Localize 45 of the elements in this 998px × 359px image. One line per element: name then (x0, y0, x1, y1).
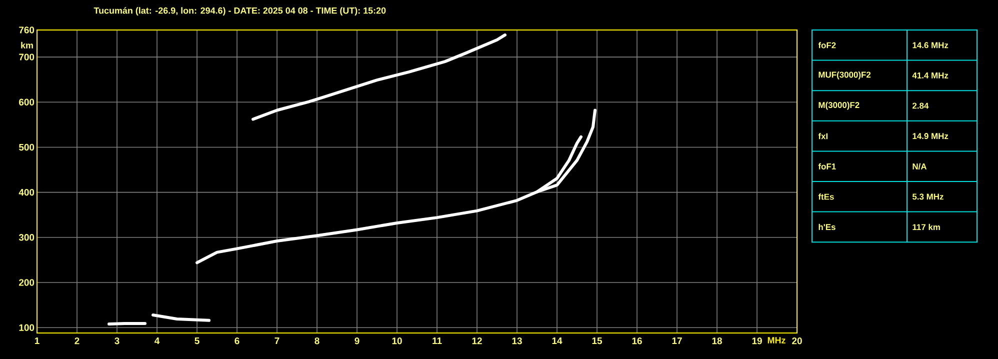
text: 41.4 MHz (912, 72, 948, 78)
x-tick-label: 16 (632, 338, 642, 344)
text: fxI (818, 132, 828, 140)
chart-title: Tucumán (lat: -26.9, lon: 294.6) - DATE: 2025 04 08 - TIME (UT): 15:20 (94, 7, 386, 16)
y-tick-label: 500 (18, 144, 34, 151)
x-tick-label: 10 (392, 338, 402, 344)
text: M(3000)F2 (818, 102, 860, 110)
text: 14.6 MHz (912, 42, 948, 48)
text: 14.9 MHz (912, 133, 948, 140)
x-tick-label: 2 (74, 338, 80, 344)
x-tick-label: 15 (592, 338, 602, 344)
text: 2.84 (912, 102, 929, 109)
y-axis-title: km (21, 42, 33, 48)
y-tick-label: 200 (19, 279, 34, 286)
y-tick-label: 700 (19, 54, 34, 60)
x-tick-label: 5 (194, 338, 200, 344)
x-axis-title: MHz (768, 337, 786, 344)
y-tick-label: 600 (19, 98, 34, 106)
x-tick-label: 8 (314, 338, 320, 344)
text: 117 km (912, 224, 940, 230)
x-tick-label: 12 (472, 338, 482, 344)
x-tick-label: 17 (672, 338, 682, 344)
y-tick-label: 100 (19, 324, 34, 331)
y-tick-label: 760 (19, 26, 34, 34)
text: ftEs (818, 194, 834, 200)
y-tick-label: 400 (18, 188, 34, 196)
x-tick-label: 20 (792, 338, 802, 344)
x-tick-label: 6 (234, 338, 240, 344)
text: 5.3 MHz (912, 194, 944, 200)
x-tick-label: 7 (274, 338, 280, 344)
x-tick-label: 3 (114, 338, 120, 344)
x-tick-label: 18 (712, 338, 722, 344)
x-tick-label: 19 (752, 338, 762, 344)
x-tick-label: 14 (552, 338, 562, 344)
text: foF2 (818, 42, 836, 48)
y-tick-label: 300 (18, 234, 34, 241)
x-tick-label: 13 (512, 338, 522, 344)
x-tick-label: 4 (154, 338, 160, 344)
x-tick-label: 1 (34, 338, 40, 344)
x-tick-label: 9 (354, 338, 360, 344)
text: N/A (912, 163, 927, 170)
text: h'Es (818, 224, 836, 230)
text: MUF(3000)F2 (818, 72, 871, 80)
x-tick-label: 11 (432, 338, 442, 344)
text: foF1 (818, 163, 836, 170)
